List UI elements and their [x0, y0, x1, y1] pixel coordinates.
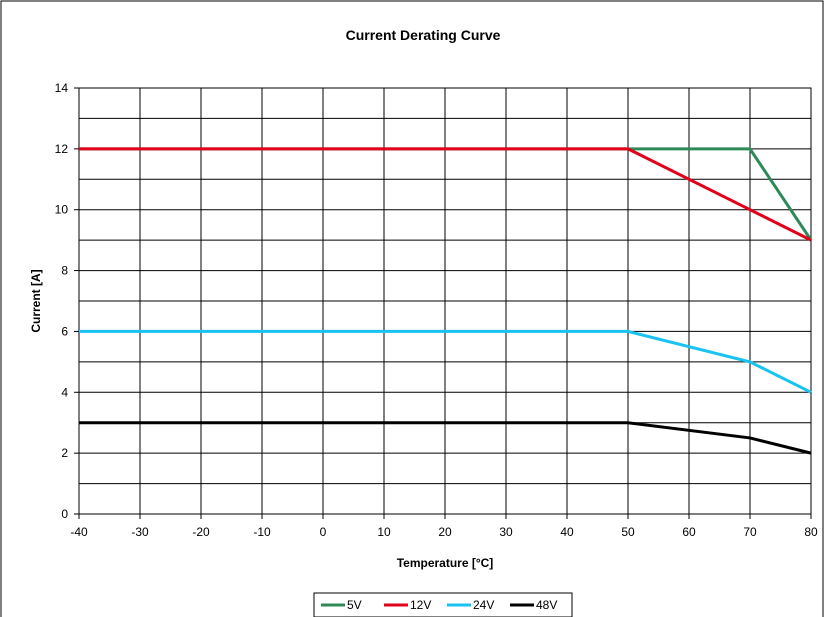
series-line-48v [79, 421, 812, 455]
x-tick-label: 60 [682, 525, 696, 539]
x-tick-label: -20 [192, 525, 210, 539]
x-tick-label: -10 [253, 525, 271, 539]
legend-label-12v: 12V [410, 598, 431, 612]
y-tick-label: 6 [61, 324, 68, 338]
legend-label-48v: 48V [536, 598, 557, 612]
y-tick-label: 12 [55, 142, 69, 156]
y-tick-label: 0 [61, 507, 68, 521]
y-tick-label: 8 [61, 264, 68, 278]
x-axis-ticks: -40 -30 -20 -10 0 10 20 30 40 50 60 70 80 [70, 514, 818, 539]
x-tick-label: 70 [743, 525, 757, 539]
y-tick-label: 10 [55, 203, 69, 217]
legend: 5V 12V 24V 48V [313, 592, 573, 617]
x-tick-label: 80 [804, 525, 818, 539]
x-tick-label: -30 [131, 525, 149, 539]
legend-label-24v: 24V [473, 598, 494, 612]
y-tick-label: 14 [55, 81, 69, 95]
chart-title: Current Derating Curve [346, 27, 501, 43]
x-tick-label: 20 [438, 525, 452, 539]
x-tick-label: 40 [560, 525, 574, 539]
legend-label-5v: 5V [347, 598, 362, 612]
x-tick-label: 10 [377, 525, 391, 539]
series-line-24v [79, 329, 812, 394]
y-tick-label: 4 [61, 385, 68, 399]
x-tick-label: 30 [499, 525, 513, 539]
y-tick-label: 2 [61, 446, 68, 460]
x-tick-label: 0 [320, 525, 327, 539]
series-lines [79, 147, 813, 455]
x-tick-label: 50 [621, 525, 635, 539]
y-axis-label: Current [A] [29, 269, 43, 332]
y-axis-ticks: 0 2 4 6 8 10 12 14 [55, 81, 79, 521]
x-axis-label: Temperature [°C] [397, 556, 494, 570]
series-line-12v [79, 147, 812, 242]
x-tick-label: -40 [70, 525, 88, 539]
legend-items: 5V 12V 24V 48V [321, 598, 557, 612]
plot-grid [78, 87, 812, 515]
